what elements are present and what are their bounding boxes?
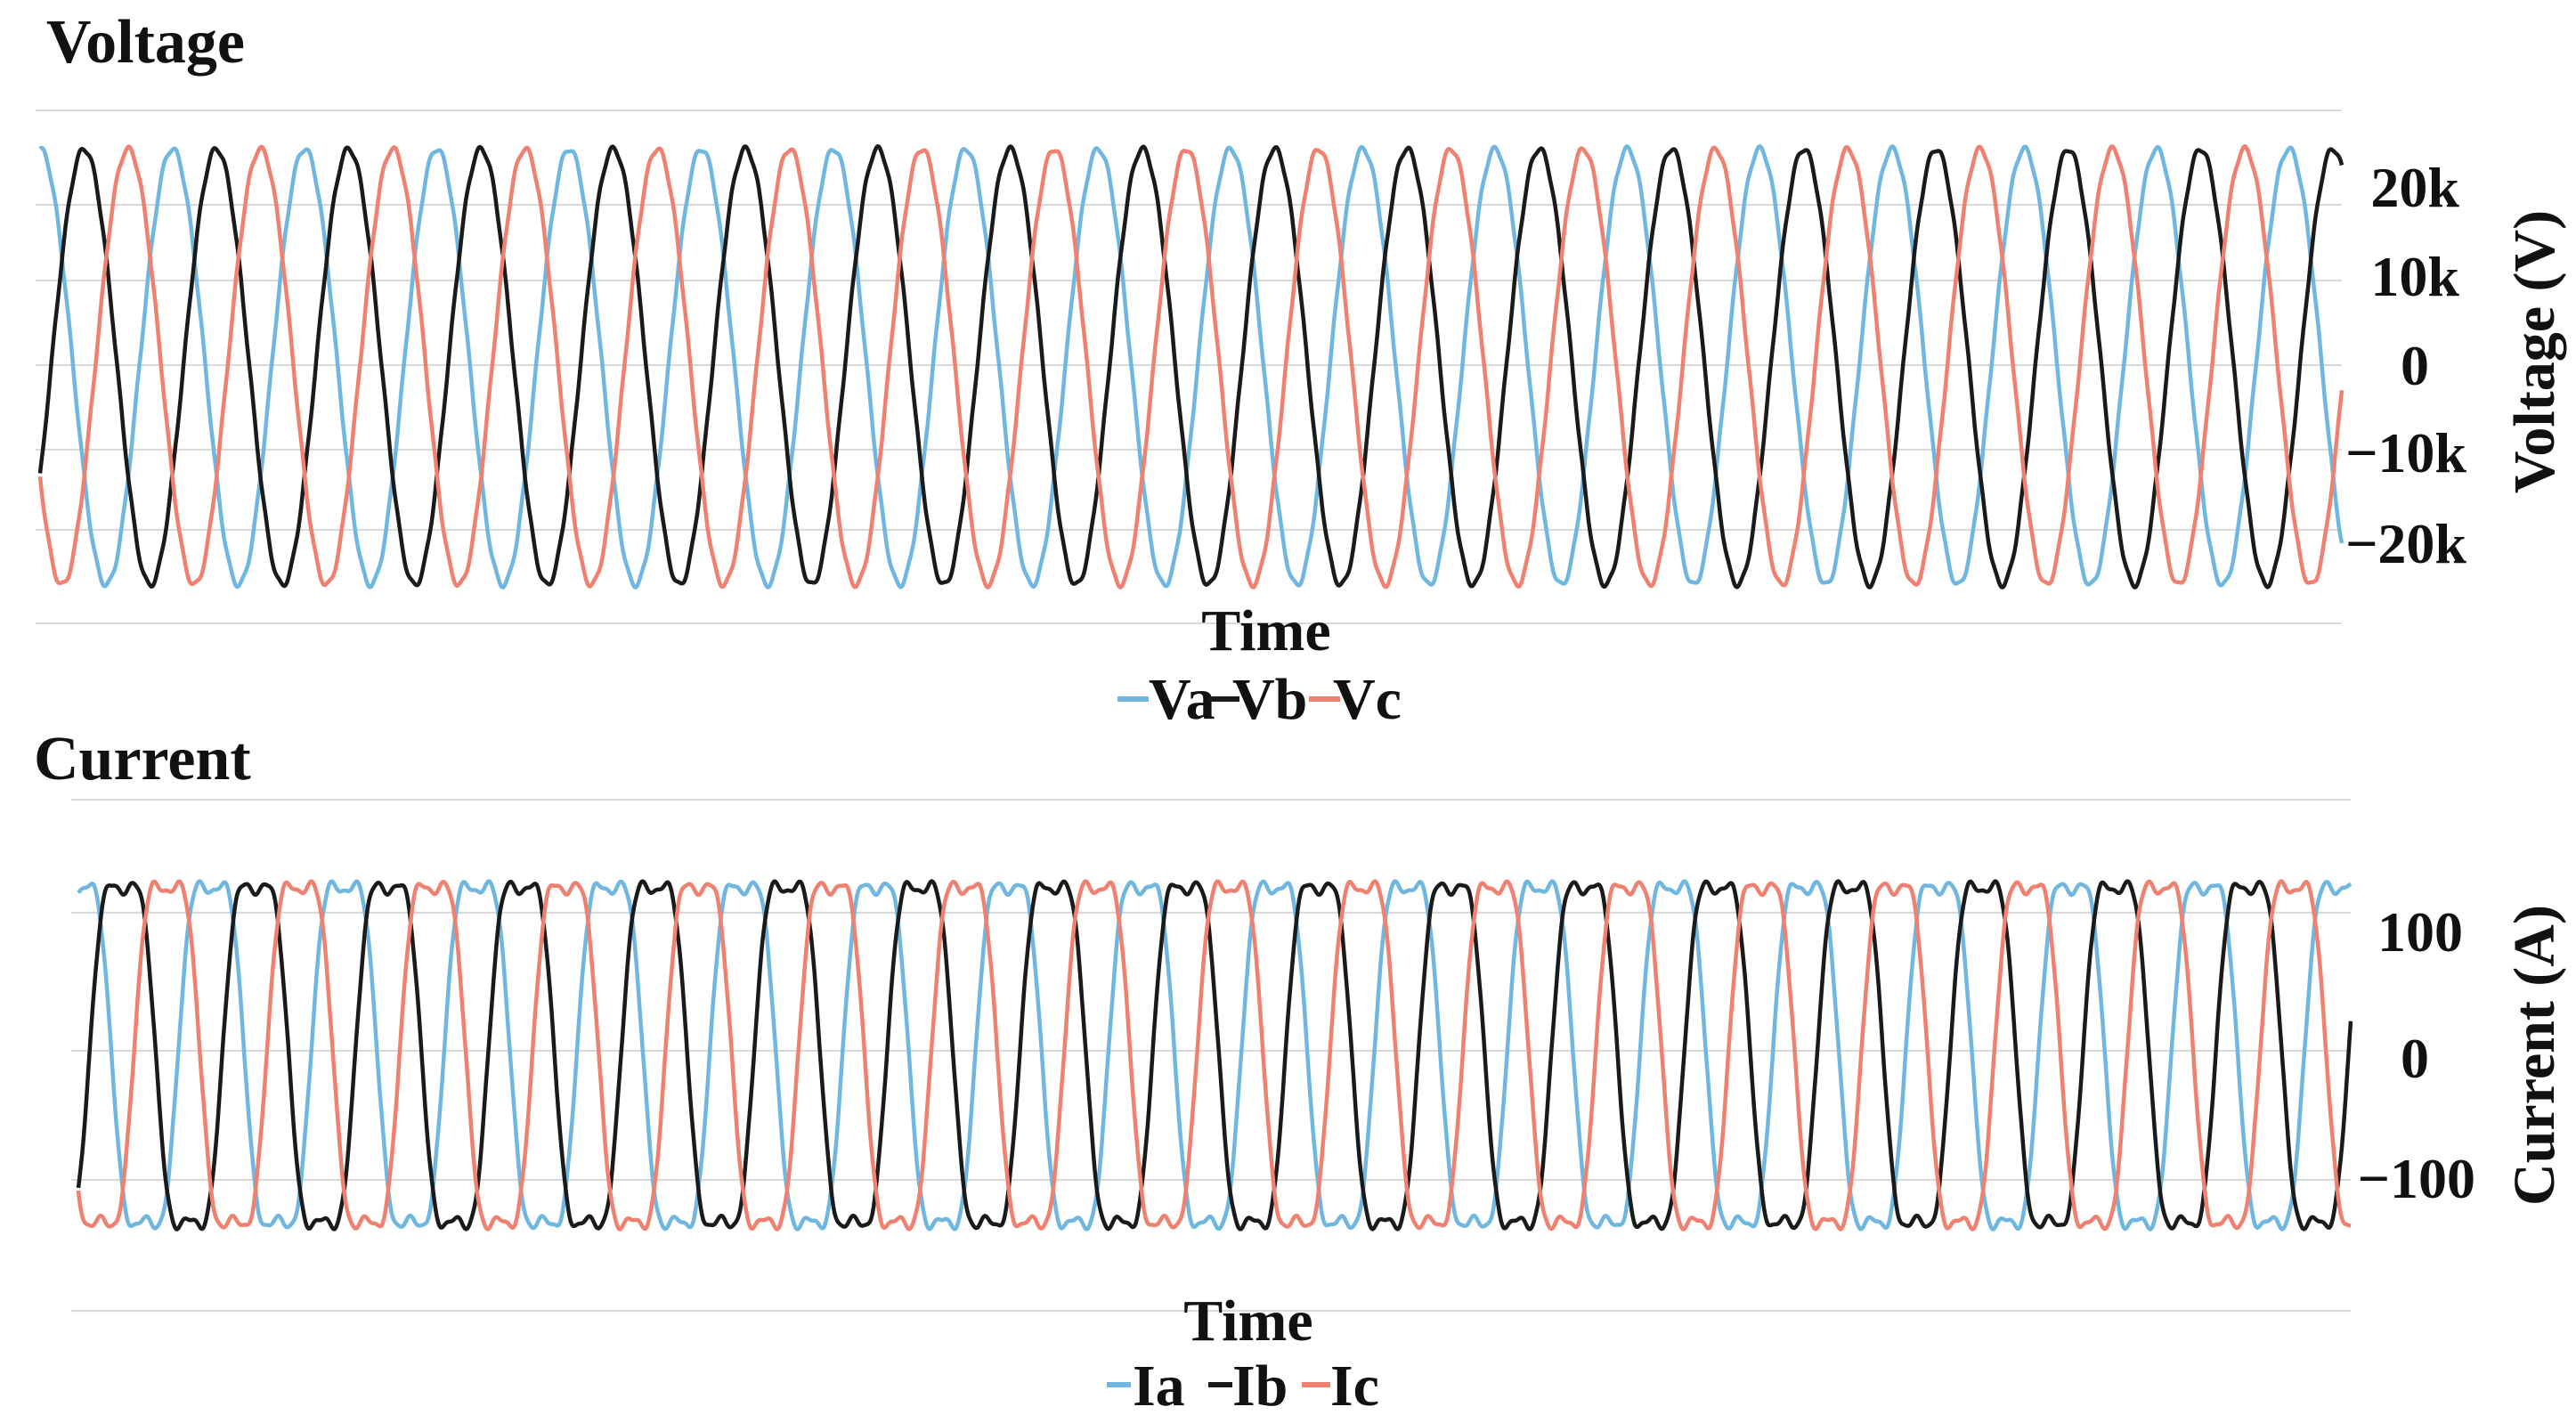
voltage-plot bbox=[37, 144, 2344, 590]
legend-label-ib: Ib bbox=[1232, 1354, 1288, 1419]
voltage-tick-0: 0 bbox=[2401, 334, 2429, 397]
current-title: Current bbox=[34, 725, 251, 793]
current-tick-100: 100 bbox=[2377, 900, 2463, 964]
series-line-ic bbox=[76, 879, 2352, 1232]
legend-label-va: Va bbox=[1149, 667, 1215, 732]
legend-label-ia: Ia bbox=[1133, 1354, 1185, 1419]
voltage-panel: Voltage 20k 10k 0 −10k −20k Voltage (V) … bbox=[36, 8, 2567, 732]
voltage-tick-neg10k: −10k bbox=[2345, 421, 2466, 484]
current-panel: Current 100 0 −100 Current (A) Time Ia I… bbox=[34, 725, 2567, 1419]
voltage-x-axis-title: Time bbox=[1201, 598, 1330, 663]
legend-label-vc: Vc bbox=[1333, 667, 1402, 732]
current-gridlines bbox=[71, 799, 2351, 1312]
series-line-va bbox=[38, 144, 2344, 590]
current-tick-neg100: −100 bbox=[2358, 1147, 2475, 1210]
current-x-axis-title: Time bbox=[1183, 1289, 1312, 1354]
voltage-tick-neg20k: −20k bbox=[2345, 512, 2466, 575]
series-line-vc bbox=[37, 144, 2344, 590]
current-plot bbox=[76, 879, 2353, 1232]
current-y-axis-title: Current (A) bbox=[2502, 905, 2567, 1206]
voltage-legend: Va Vb Vc bbox=[1117, 667, 1402, 732]
voltage-title: Voltage bbox=[46, 8, 245, 77]
current-tick-0: 0 bbox=[2401, 1027, 2429, 1090]
voltage-y-ticks: 20k 10k 0 −10k −20k bbox=[2345, 156, 2466, 575]
legend-label-ic: Ic bbox=[1330, 1354, 1379, 1419]
legend-label-vb: Vb bbox=[1232, 667, 1307, 732]
current-legend: Ia Ib Ic bbox=[1107, 1354, 1379, 1419]
current-y-ticks: 100 0 −100 bbox=[2358, 900, 2475, 1210]
series-line-ib bbox=[76, 879, 2353, 1232]
series-line-ia bbox=[77, 879, 2353, 1232]
voltage-tick-10k: 10k bbox=[2370, 245, 2459, 308]
voltage-tick-20k: 20k bbox=[2370, 156, 2459, 219]
voltage-y-axis-title: Voltage (V) bbox=[2502, 210, 2567, 493]
